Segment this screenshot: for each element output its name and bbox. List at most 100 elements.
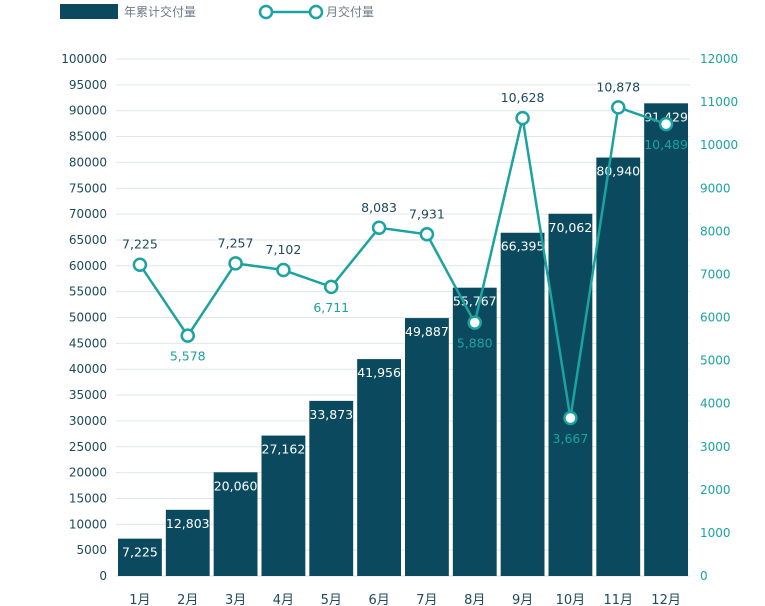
right-tick-label: 0 bbox=[700, 569, 708, 583]
left-axis-ticks: 0 5000 10000 15000 20000 25000 30000 35000 40000… bbox=[61, 52, 107, 583]
x-axis-ticks: 1月 2月 3月 4月 5月 6月 7月 8月 9月 10月 11月 12月 bbox=[129, 593, 681, 606]
right-tick-label: 3000 bbox=[700, 440, 731, 454]
legend-label-cumulative: 年累计交付量 bbox=[124, 4, 196, 19]
bar-4 bbox=[261, 435, 306, 576]
right-tick-label: 2000 bbox=[700, 483, 731, 497]
line-data-label: 5,578 bbox=[170, 349, 206, 364]
right-tick-label: 9000 bbox=[700, 181, 731, 195]
line-point-9 bbox=[515, 110, 530, 126]
left-tick-label: 15000 bbox=[69, 491, 107, 505]
bar-data-label: 80,940 bbox=[596, 164, 640, 179]
bar-6 bbox=[357, 359, 401, 576]
monthly-line-labels: 7,225 5,578 7,257 7,102 6,711 8,083 7,931 5,880… bbox=[122, 79, 688, 446]
line-data-label: 7,225 bbox=[122, 237, 158, 252]
bar-5 bbox=[309, 400, 354, 576]
bar-11 bbox=[596, 157, 641, 576]
line-point-1 bbox=[132, 257, 148, 272]
line-data-label: 3,667 bbox=[553, 431, 589, 446]
line-data-label: 10,878 bbox=[596, 79, 640, 94]
bar-3 bbox=[213, 472, 258, 576]
line-data-label: 6,711 bbox=[313, 300, 349, 315]
left-tick-label: 85000 bbox=[69, 130, 107, 144]
left-tick-label: 0 bbox=[99, 569, 107, 583]
left-tick-label: 40000 bbox=[69, 362, 107, 376]
left-tick-label: 50000 bbox=[69, 311, 107, 325]
line-point-12 bbox=[658, 116, 674, 132]
line-point-7 bbox=[419, 227, 435, 242]
legend-swatch-cumulative bbox=[60, 4, 118, 19]
left-tick-label: 55000 bbox=[69, 285, 107, 299]
right-tick-label: 1000 bbox=[700, 526, 731, 540]
bar-data-label: 66,395 bbox=[501, 239, 545, 254]
bar-9 bbox=[500, 232, 545, 576]
right-tick-label: 6000 bbox=[700, 311, 731, 325]
bar-data-label: 7,225 bbox=[122, 545, 158, 560]
legend-label-monthly: 月交付量 bbox=[326, 4, 374, 19]
line-data-label: 7,102 bbox=[266, 242, 302, 257]
right-tick-label: 5000 bbox=[700, 354, 731, 368]
line-point-2 bbox=[180, 328, 195, 343]
bar-10 bbox=[548, 213, 593, 576]
monthly-line bbox=[132, 100, 674, 426]
bar-data-label: 12,803 bbox=[166, 516, 210, 531]
x-tick-label: 8月 bbox=[464, 593, 485, 606]
monthly-series-line bbox=[138, 106, 667, 420]
right-axis-ticks: 0 1000 2000 3000 4000 5000 6000 7000 8000 9000 100… bbox=[700, 52, 738, 583]
right-tick-label: 7000 bbox=[700, 267, 731, 281]
bar-data-label: 41,956 bbox=[357, 365, 401, 380]
right-tick-label: 11000 bbox=[700, 95, 738, 109]
x-tick-label: 7月 bbox=[416, 593, 437, 606]
left-tick-label: 30000 bbox=[69, 414, 107, 428]
x-tick-label: 4月 bbox=[273, 593, 294, 606]
right-tick-label: 10000 bbox=[700, 138, 738, 152]
legend-marker-monthly-right bbox=[308, 4, 324, 20]
line-point-10 bbox=[563, 410, 578, 426]
x-tick-label: 11月 bbox=[603, 593, 633, 606]
line-data-label: 7,931 bbox=[409, 206, 445, 221]
x-tick-label: 6月 bbox=[368, 593, 389, 606]
left-tick-label: 45000 bbox=[69, 336, 107, 350]
line-point-11 bbox=[611, 100, 626, 115]
left-tick-label: 20000 bbox=[69, 466, 107, 480]
line-point-3 bbox=[228, 256, 243, 271]
x-tick-label: 9月 bbox=[512, 593, 533, 606]
left-tick-label: 80000 bbox=[69, 155, 107, 169]
line-point-6 bbox=[371, 220, 387, 236]
right-tick-label: 4000 bbox=[700, 397, 731, 411]
line-point-4 bbox=[276, 262, 291, 278]
bar-data-label: 33,873 bbox=[309, 407, 353, 422]
x-tick-label: 1月 bbox=[129, 593, 150, 606]
left-tick-label: 95000 bbox=[69, 78, 107, 92]
bar-1 bbox=[118, 538, 162, 576]
cumulative-bar-labels: 7,225 12,803 20,060 27,162 33,873 41,956 49,88… bbox=[122, 109, 688, 559]
bar-data-label: 27,162 bbox=[262, 442, 306, 457]
left-tick-label: 65000 bbox=[69, 233, 107, 247]
right-tick-label: 8000 bbox=[700, 224, 731, 238]
legend: 年累计交付量 月交付量 bbox=[60, 4, 374, 20]
left-tick-label: 60000 bbox=[69, 259, 107, 273]
left-tick-label: 90000 bbox=[69, 104, 107, 118]
line-point-8 bbox=[467, 315, 482, 330]
x-tick-label: 10月 bbox=[556, 593, 586, 606]
bar-2 bbox=[165, 509, 210, 576]
x-tick-label: 3月 bbox=[225, 593, 246, 606]
line-point-5 bbox=[324, 279, 339, 295]
bar-data-label: 70,062 bbox=[549, 220, 593, 235]
left-tick-label: 5000 bbox=[76, 543, 107, 557]
x-tick-label: 12月 bbox=[651, 593, 681, 606]
legend-marker-monthly-left bbox=[258, 4, 274, 20]
left-tick-label: 25000 bbox=[69, 440, 107, 454]
bar-7 bbox=[405, 318, 449, 576]
left-tick-label: 35000 bbox=[69, 388, 107, 402]
line-data-label: 5,880 bbox=[457, 336, 493, 351]
line-data-label: 8,083 bbox=[361, 200, 397, 215]
right-tick-label: 12000 bbox=[700, 52, 738, 66]
bar-12 bbox=[644, 103, 688, 576]
bar-8 bbox=[452, 287, 497, 576]
bar-data-label: 20,060 bbox=[214, 478, 258, 493]
line-data-label: 10,489 bbox=[644, 137, 688, 152]
left-tick-label: 100000 bbox=[61, 52, 107, 66]
left-tick-label: 70000 bbox=[69, 207, 107, 221]
line-data-label: 7,257 bbox=[218, 235, 254, 250]
